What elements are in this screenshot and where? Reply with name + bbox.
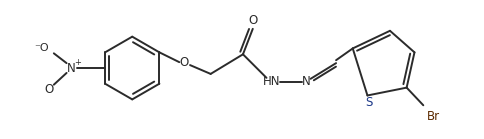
Text: N: N — [302, 75, 311, 88]
Text: N: N — [67, 62, 76, 75]
Text: Br: Br — [426, 110, 439, 123]
Text: HN: HN — [263, 75, 280, 88]
Text: ⁻O: ⁻O — [34, 43, 49, 53]
Text: O: O — [180, 56, 189, 69]
Text: +: + — [74, 58, 81, 67]
Text: S: S — [366, 96, 373, 109]
Text: O: O — [248, 14, 257, 28]
Text: O: O — [45, 83, 54, 96]
